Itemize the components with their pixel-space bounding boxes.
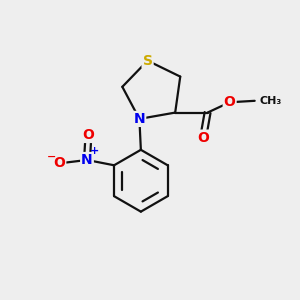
Text: CH₃: CH₃: [259, 96, 281, 106]
Text: N: N: [81, 153, 93, 167]
Text: S: S: [142, 54, 153, 68]
Text: −: −: [47, 152, 56, 161]
Text: O: O: [53, 156, 65, 170]
Text: O: O: [82, 128, 94, 142]
Text: O: O: [197, 130, 209, 145]
Text: N: N: [134, 112, 145, 126]
Text: O: O: [224, 95, 236, 109]
Text: +: +: [90, 146, 99, 156]
